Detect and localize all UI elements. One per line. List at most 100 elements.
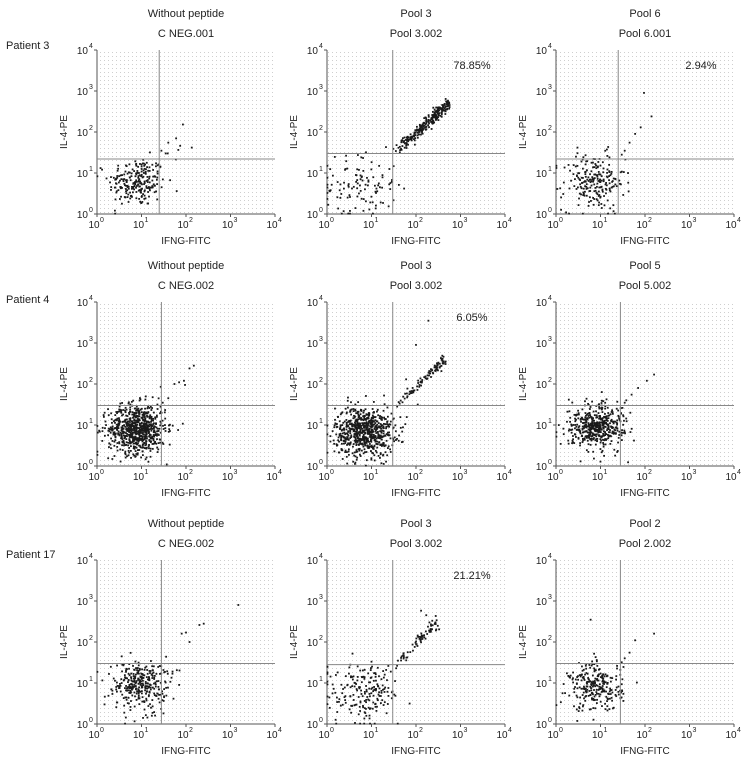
event-dot [123,173,126,176]
event-dot [574,686,576,688]
event-dot [369,435,371,438]
event-dot [555,435,558,438]
event-dot [361,676,364,679]
event-dot [151,443,154,445]
event-dot [380,438,383,441]
events [96,123,193,215]
event-dot [357,448,360,450]
event-dot [604,431,607,433]
event-dot [109,426,112,429]
event-dot [356,168,359,171]
event-dot [171,672,174,675]
event-dot [152,175,155,178]
event-dot [135,446,138,449]
event-dot [595,198,598,201]
event-dot [354,421,356,424]
event-dot [372,430,375,433]
event-dot [367,417,370,420]
event-dot [582,418,585,421]
event-dot [150,423,152,426]
event-dot [375,432,378,434]
event-dot [589,173,591,176]
event-dot [126,196,129,199]
x-tick-exponent: 3 [693,217,697,224]
event-dot [403,136,406,139]
event-dot [349,409,352,412]
event-dot [588,664,591,666]
event-dot [130,172,133,175]
event-dot [588,433,591,436]
event-dot [624,432,626,435]
event-dot [581,177,584,179]
event-dot [333,426,336,429]
event-dot [159,672,161,675]
event-dot [125,698,128,701]
event-dot [142,418,145,421]
event-dot [437,369,439,372]
event-dot [372,423,375,426]
event-dot [114,178,117,181]
event-dot [399,399,402,402]
event-dot [109,443,112,446]
event-dot [607,423,610,426]
event-dot [126,455,128,458]
event-dot [573,705,575,708]
x-tick-exponent: 1 [604,469,608,476]
event-dot [436,364,439,367]
event-dot [332,439,335,442]
event-dot [356,431,358,434]
event-dot [591,424,594,427]
event-dot [596,199,599,202]
event-dot [581,167,584,170]
event-dot [387,433,390,436]
x-tick-label: 10 [452,730,464,741]
event-dot [370,457,373,460]
event-dot [590,416,593,419]
event-dot [356,439,358,442]
event-dot [375,437,378,440]
event-dot [134,435,137,438]
event-dot [140,191,142,194]
event-dot [434,369,436,372]
event-dot [630,393,633,396]
event-dot [117,167,120,170]
event-dot [442,108,444,110]
event-dot [598,435,601,438]
event-dot [431,619,434,622]
event-dot [135,437,138,440]
y-tick-exponent: 1 [89,166,93,173]
event-dot [368,413,371,416]
event-dot [326,703,329,706]
event-dot [378,687,381,690]
event-dot [429,372,432,375]
event-dot [576,175,578,178]
event-dot [140,195,143,197]
event-dot [120,411,123,414]
event-dot [149,450,152,452]
event-dot [571,439,574,442]
event-dot [596,426,598,429]
event-dot [392,417,395,420]
event-dot [617,409,620,412]
event-dot [162,428,165,430]
event-dot [382,427,385,429]
event-dot [146,437,148,440]
plot-background [97,560,275,724]
event-dot [179,144,182,147]
event-dot [587,694,590,697]
event-dot [427,114,430,117]
event-dot [605,187,607,190]
event-dot [125,192,128,195]
event-dot [575,708,578,711]
event-dot [588,708,591,711]
event-dot [137,661,140,664]
event-dot [342,442,345,445]
event-dot [137,189,140,192]
event-dot [584,173,587,176]
event-dot [587,451,590,453]
event-dot [413,135,416,138]
event-dot [111,458,114,460]
event-dot [381,424,384,427]
event-dot [161,401,164,404]
event-dot [178,381,181,384]
